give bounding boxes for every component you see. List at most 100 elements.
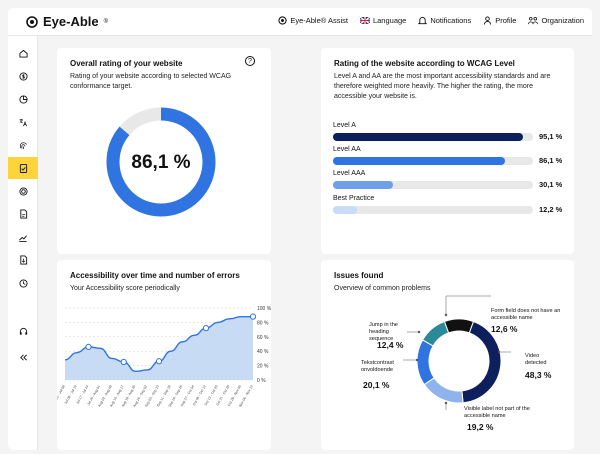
nav-assist-label: Eye-Able® Assist — [290, 16, 348, 25]
overall-subtitle: Rating of your website according to sele… — [70, 73, 232, 90]
issue-value-visible-label: 19,2 % — [467, 422, 494, 432]
line-chart-icon — [19, 234, 27, 242]
level-label: Best Practice — [333, 195, 375, 202]
data-point[interactable] — [155, 358, 163, 365]
y-tick-label: 80 % — [257, 320, 269, 326]
document-icon — [19, 209, 27, 219]
level-bar — [333, 206, 358, 214]
data-point[interactable] — [85, 343, 92, 350]
nav-organization[interactable]: Organization — [528, 16, 584, 25]
sidebar-item-target[interactable] — [8, 180, 38, 202]
score-area — [65, 316, 253, 380]
help-icon: ? — [248, 57, 252, 65]
target-icon — [18, 186, 28, 196]
wcag-title: Rating of the website according to WCAG … — [334, 59, 515, 68]
wcag-card: Rating of the website according to WCAG … — [321, 48, 574, 254]
level-bar — [333, 133, 524, 141]
time-chart: 100 %80 %60 %40 %20 %0 %Jul 01 - Jul 08J… — [57, 306, 271, 408]
sidebar-item-analytics[interactable] — [8, 226, 38, 248]
bell-icon — [418, 16, 428, 25]
issues-card: Issues found Overview of common problems… — [321, 260, 574, 450]
sidebar-item-billing[interactable] — [8, 65, 38, 87]
wcag-level-aaa: Level AAA 30,1 % — [333, 170, 565, 189]
level-track — [333, 181, 533, 189]
data-point[interactable] — [120, 358, 127, 366]
sidebar-item-files[interactable] — [8, 249, 38, 271]
issues-title: Issues found — [334, 271, 384, 280]
level-label: Level AAA — [333, 170, 366, 177]
nav-assist[interactable]: Eye-Able® Assist — [278, 16, 348, 25]
y-tick-label: 100 % — [257, 306, 271, 312]
logo[interactable]: Eye-Able ® — [26, 14, 108, 29]
home-icon — [18, 49, 28, 58]
level-bar — [333, 181, 394, 189]
sidebar-item-support[interactable] — [8, 320, 38, 342]
overall-rating-card: Overall rating of your website Rating of… — [57, 48, 271, 254]
help-button[interactable]: ? — [245, 56, 255, 66]
data-point[interactable] — [249, 313, 257, 320]
eye-icon — [278, 16, 287, 25]
nav-profile-label: Profile — [495, 16, 517, 25]
sidebar-item-translation[interactable] — [8, 111, 38, 133]
level-label: Level AA — [333, 146, 361, 153]
issue-value-heading-jump: 12,4 % — [377, 340, 404, 350]
data-point[interactable] — [202, 325, 210, 332]
sidebar-collapse-button[interactable] — [8, 346, 38, 368]
issue-label-form-field: Form field does not have an accessible n… — [491, 308, 561, 321]
issue-value-video: 48,3 % — [525, 370, 552, 380]
level-label: Level A — [333, 122, 356, 129]
sidebar-item-reports[interactable] — [8, 157, 38, 179]
nav-notifications[interactable]: Notifications — [418, 16, 471, 25]
level-value: 12,2 % — [539, 205, 563, 214]
logo-text: Eye-Able — [43, 14, 99, 29]
flag-icon — [359, 17, 370, 24]
overall-value: 86,1 % — [131, 152, 191, 173]
file-icon — [19, 255, 27, 265]
nav-language[interactable]: Language — [359, 16, 407, 25]
dollar-icon — [18, 71, 28, 81]
issue-label-video: Video detected — [525, 353, 547, 366]
nav-language-label: Language — [372, 16, 407, 25]
sidebar-item-history[interactable] — [8, 272, 38, 294]
logo-mark: ® — [103, 18, 109, 25]
nav-notifications-label: Notifications — [430, 16, 472, 25]
overall-gauge — [106, 107, 216, 217]
y-tick-label: 20 % — [257, 364, 269, 370]
donut-slice[interactable] — [443, 318, 475, 334]
issues-subtitle: Overview of common problems — [334, 285, 431, 292]
app-window: Eye-Able ® Eye-Able® Assist Language Noti… — [8, 8, 592, 450]
logo-eye-icon — [26, 15, 38, 28]
sidebar-item-statistics[interactable] — [8, 88, 38, 110]
level-value: 86,1 % — [539, 156, 563, 165]
headset-icon — [19, 327, 27, 335]
sidebar-item-home[interactable] — [8, 42, 38, 64]
nav-profile[interactable]: Profile — [483, 16, 516, 25]
pie-chart-icon — [18, 94, 28, 104]
accessibility-over-time-card: Accessibility over time and number of er… — [57, 260, 271, 450]
issue-value-form-field: 12,6 % — [491, 324, 518, 334]
clipboard-check-icon — [19, 163, 27, 173]
issue-label-heading-jump: Jump in the heading sequence — [369, 322, 398, 342]
chart-clock-icon — [18, 278, 28, 288]
issues-donut — [416, 318, 502, 404]
time-title: Accessibility over time and number of er… — [70, 271, 240, 280]
sidebar — [8, 36, 38, 450]
overall-title: Overall rating of your website — [70, 59, 183, 68]
sidebar-item-fingerprint[interactable] — [8, 134, 38, 156]
issues-leaders — [403, 295, 511, 410]
wcag-level-aa: Level AA 86,1 % — [333, 146, 565, 165]
level-track — [333, 133, 533, 141]
sidebar-item-documents[interactable] — [8, 203, 38, 225]
issue-label-contrast: Tekstcontrast onvoldoende — [361, 360, 394, 373]
wcag-best-practice: Best Practice 12,2 % — [333, 195, 565, 214]
issue-label-visible-label: Visible label not part of the accessible… — [464, 406, 530, 419]
time-subtitle: Your Accessibility score periodically — [70, 285, 180, 292]
translate-icon — [19, 118, 27, 126]
collapse-icon — [19, 353, 27, 361]
level-value: 30,1 % — [539, 180, 563, 189]
top-nav: Eye-Able® Assist Language Notifications … — [278, 16, 584, 25]
y-tick-label: 40 % — [257, 349, 269, 355]
organization-icon — [528, 16, 539, 25]
level-track — [333, 206, 533, 214]
wcag-level-a: Level A 95,1 % — [333, 122, 565, 141]
